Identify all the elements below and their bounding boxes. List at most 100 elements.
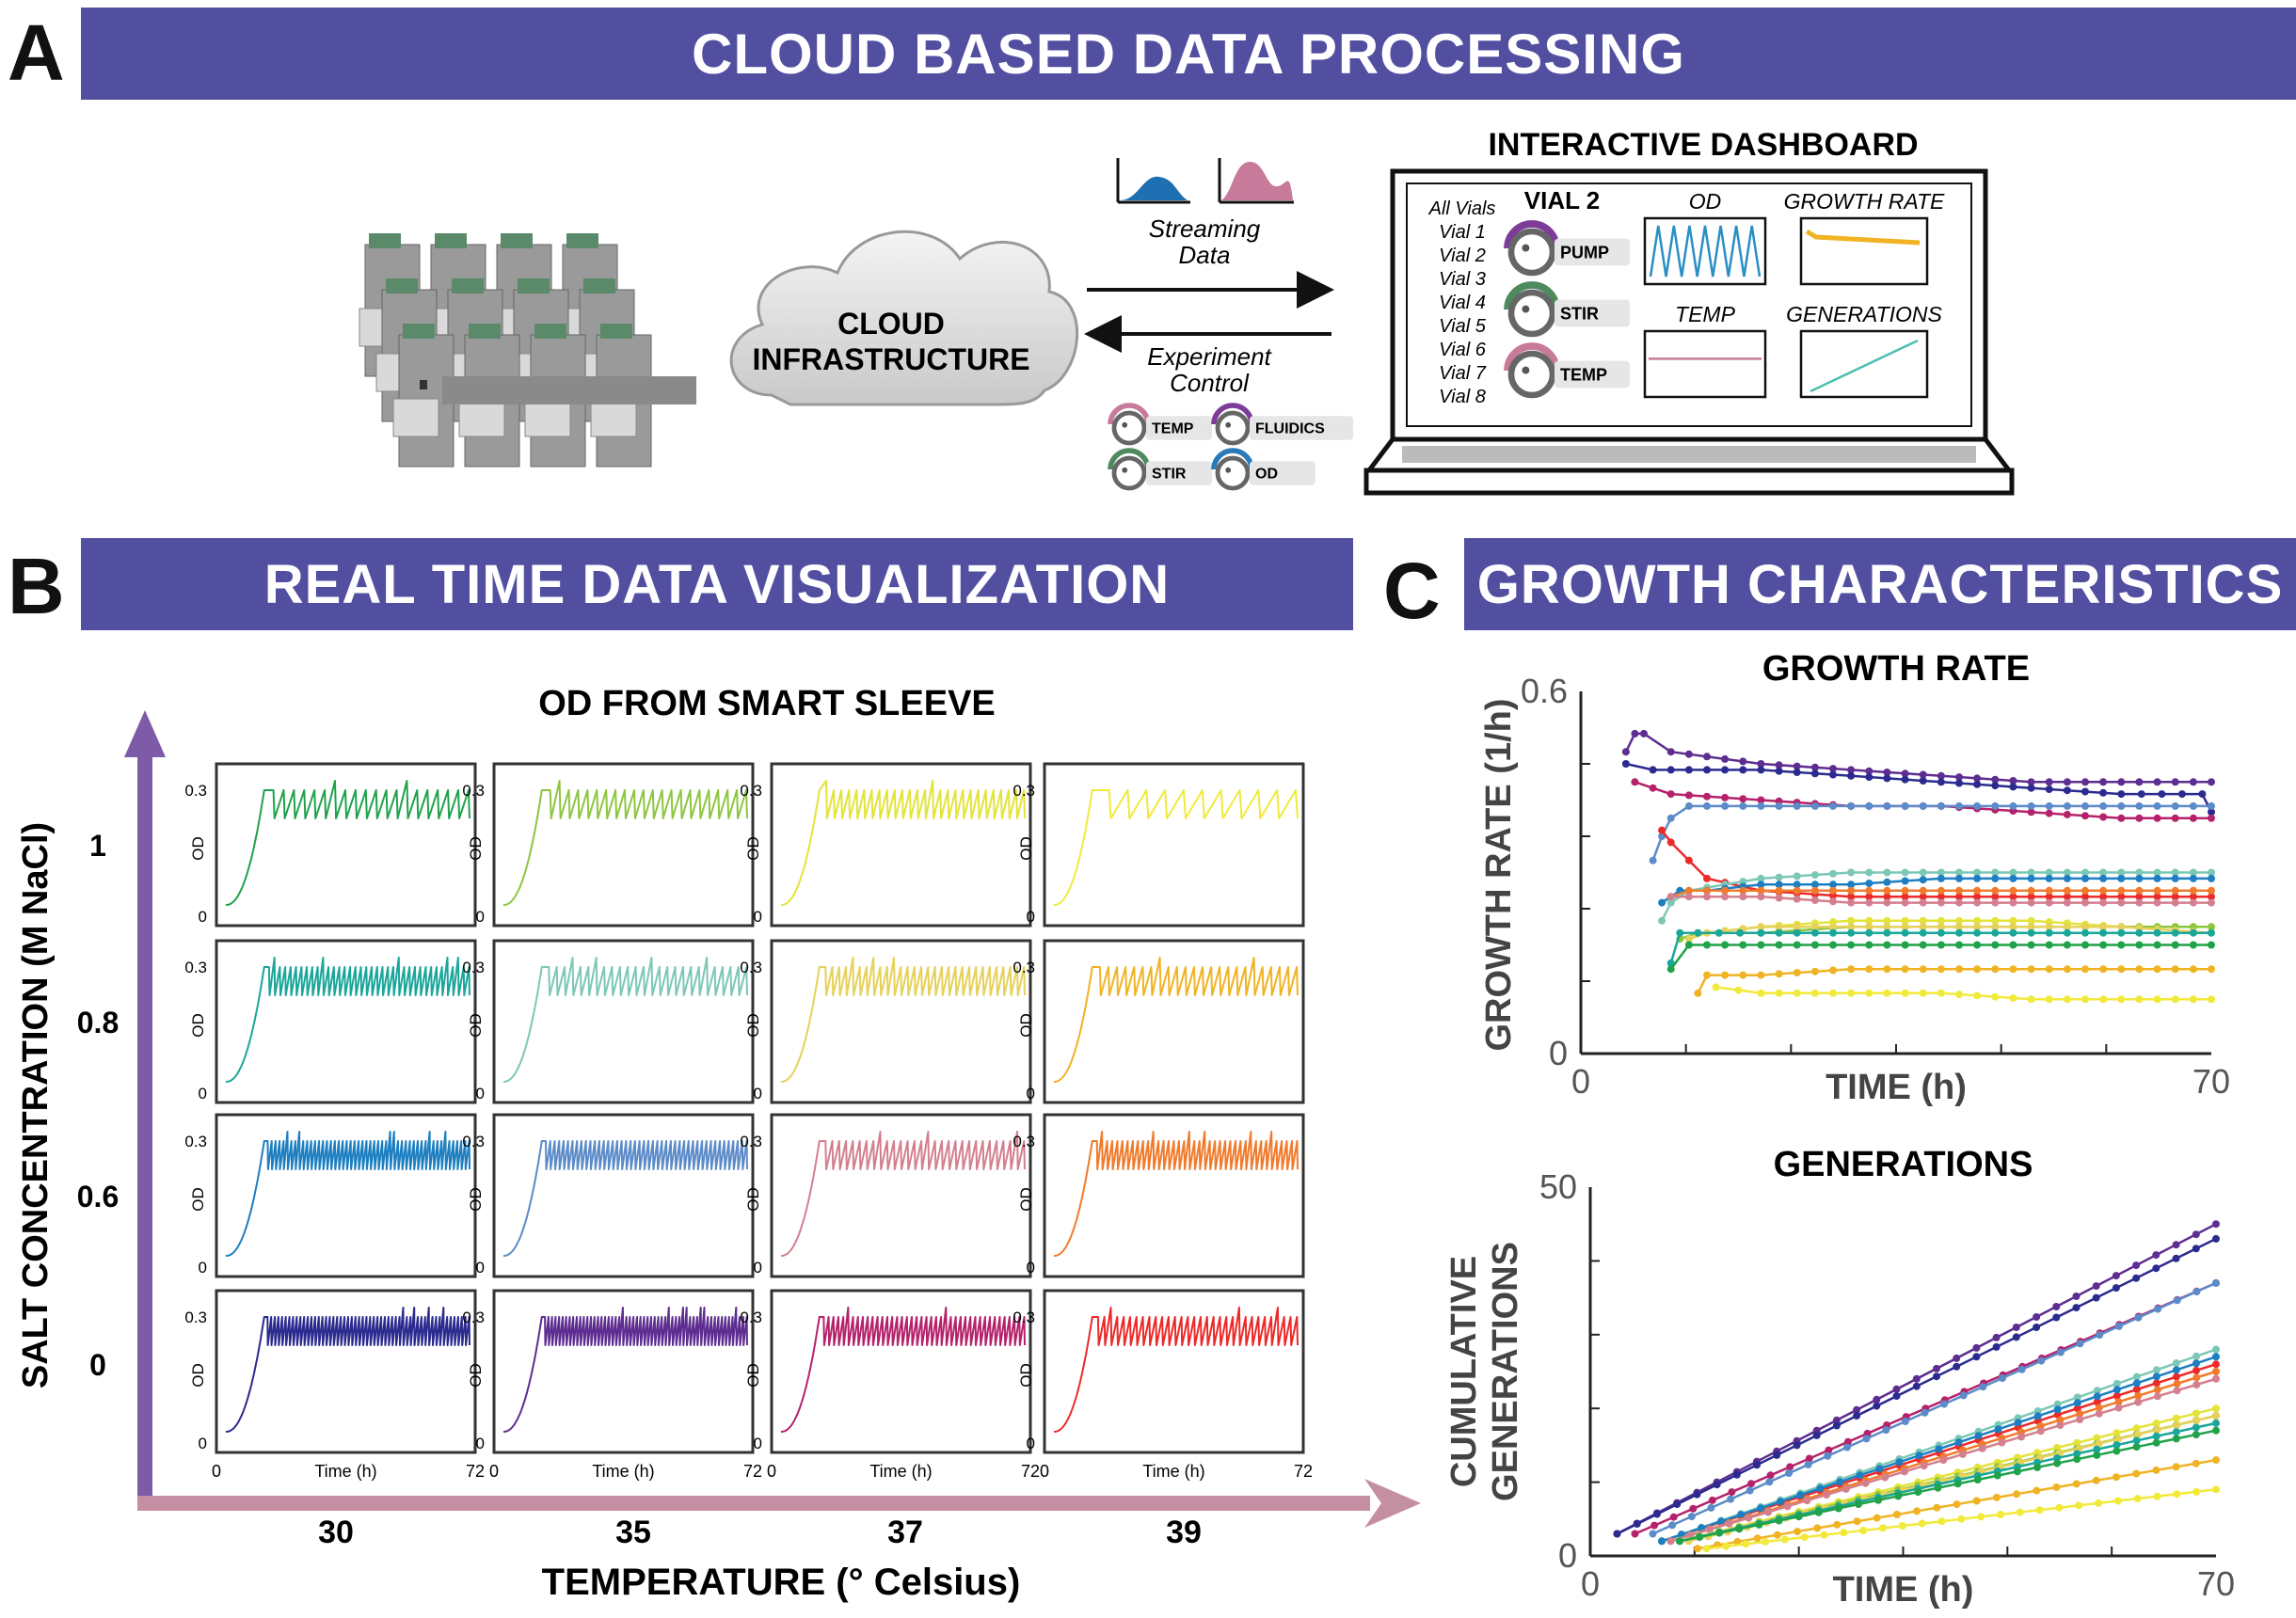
od-cell-frame xyxy=(1043,939,1305,1104)
data-point xyxy=(1676,928,1684,937)
control-knob-fluidics: FLUIDICS xyxy=(1211,403,1353,446)
data-point xyxy=(2172,1414,2180,1422)
od-tick-y-top: 0.3 xyxy=(462,1309,485,1326)
knob-label: TEMP xyxy=(1560,365,1607,384)
data-point xyxy=(1705,1526,1714,1533)
od-cell-r1-c0: 0.3 0 OD xyxy=(184,939,477,1104)
data-point xyxy=(1684,893,1693,901)
data-point xyxy=(1757,1504,1765,1513)
data-point xyxy=(1847,941,1856,949)
data-point xyxy=(1764,1508,1772,1516)
od-tick-y-bottom: 0 xyxy=(1027,1435,1035,1452)
data-point xyxy=(1953,1500,1961,1509)
mini-plot-generations: GENERATIONS xyxy=(1786,302,1943,399)
od-trace xyxy=(225,780,470,906)
data-point xyxy=(2093,1451,2101,1459)
y-axis-label-line2: GENERATIONS xyxy=(1486,1242,1525,1501)
data-point xyxy=(1631,1530,1639,1538)
data-point xyxy=(1847,880,1856,889)
data-point xyxy=(2192,1288,2201,1296)
data-point xyxy=(1666,1537,1675,1546)
data-point xyxy=(2171,814,2179,822)
data-point xyxy=(2073,1399,2081,1407)
dashboard-knob-pump: PUMP xyxy=(1504,220,1630,277)
data-point xyxy=(2189,965,2197,974)
data-point xyxy=(2212,1426,2220,1435)
od-grid-title: OD FROM SMART SLEEVE xyxy=(538,684,996,723)
data-point xyxy=(1937,801,1945,810)
data-point xyxy=(1973,916,1982,925)
data-point xyxy=(1757,941,1765,949)
data-point xyxy=(1735,1525,1744,1533)
data-point xyxy=(2017,1365,2026,1373)
data-point xyxy=(1973,923,1982,931)
data-point xyxy=(1780,1535,1789,1544)
series-line xyxy=(1679,1406,2217,1543)
od-axis-label: OD xyxy=(189,836,207,861)
data-point xyxy=(1836,1478,1844,1486)
od-tick-x-left: 0 xyxy=(1040,1462,1049,1481)
data-point xyxy=(1658,916,1666,925)
data-point xyxy=(2113,1447,2121,1455)
data-point xyxy=(1955,923,1963,931)
od-tick-y-bottom: 0 xyxy=(1027,1259,1035,1277)
data-point xyxy=(1775,941,1783,949)
data-point xyxy=(1775,801,1783,810)
data-point xyxy=(1631,729,1639,738)
data-point xyxy=(1707,1503,1715,1512)
data-point xyxy=(1873,1395,1881,1404)
data-point xyxy=(2171,868,2179,877)
data-point xyxy=(2113,1441,2121,1450)
data-point xyxy=(2152,1419,2160,1427)
data-point xyxy=(1865,880,1873,887)
od-axis-label: OD xyxy=(189,1363,207,1388)
series-2 xyxy=(1631,778,2215,822)
data-point xyxy=(2081,965,2089,974)
data-point xyxy=(2081,898,2089,907)
data-point xyxy=(1739,971,1747,979)
data-point xyxy=(1793,1441,1801,1450)
data-point xyxy=(1933,1364,1940,1372)
data-point xyxy=(2212,1278,2220,1287)
data-point xyxy=(1650,1521,1659,1530)
data-point xyxy=(1991,965,2000,974)
data-point xyxy=(1920,1462,1928,1470)
data-point xyxy=(2081,812,2089,820)
od-cell-r2-c2: 0.3 0 OD xyxy=(740,1113,1032,1278)
data-point xyxy=(2117,941,2126,949)
x-axis-label: TIME (h) xyxy=(1833,1570,1974,1610)
data-point xyxy=(1994,1425,2002,1434)
data-point xyxy=(1621,748,1630,756)
od-tick-y-bottom: 0 xyxy=(199,1085,207,1102)
data-point xyxy=(1878,1524,1887,1532)
data-point xyxy=(1725,1519,1733,1528)
data-point xyxy=(1882,1426,1890,1435)
data-point xyxy=(2099,965,2108,974)
data-point xyxy=(1991,782,2000,790)
data-point xyxy=(1658,898,1666,907)
data-point xyxy=(1712,983,1720,991)
data-point xyxy=(1775,1516,1783,1525)
control-knob-group: TEMP FLUIDICS STIR OD xyxy=(1108,403,1353,491)
od-axis-label: OD xyxy=(744,836,762,861)
series-14 xyxy=(1694,965,2215,997)
data-point xyxy=(1804,1460,1812,1468)
data-point xyxy=(2033,1486,2041,1495)
data-point xyxy=(1919,965,1927,974)
data-point xyxy=(1793,895,1801,903)
data-point xyxy=(1793,801,1801,810)
data-point xyxy=(1832,1421,1841,1430)
dashboard-knob-group: PUMP STIR TEMP xyxy=(1504,220,1630,399)
data-point xyxy=(1847,766,1856,774)
data-point xyxy=(1621,760,1630,768)
data-point xyxy=(1721,754,1730,763)
data-point xyxy=(2063,995,2071,1004)
data-point xyxy=(2189,874,2197,882)
od-tick-y-bottom: 0 xyxy=(476,1435,485,1452)
od-axis-label: OD xyxy=(467,1013,485,1038)
data-point xyxy=(2132,1443,2141,1451)
series-3 xyxy=(1649,801,2215,865)
data-point xyxy=(1766,1471,1775,1480)
data-point xyxy=(1775,880,1783,889)
data-point xyxy=(2172,1241,2180,1249)
